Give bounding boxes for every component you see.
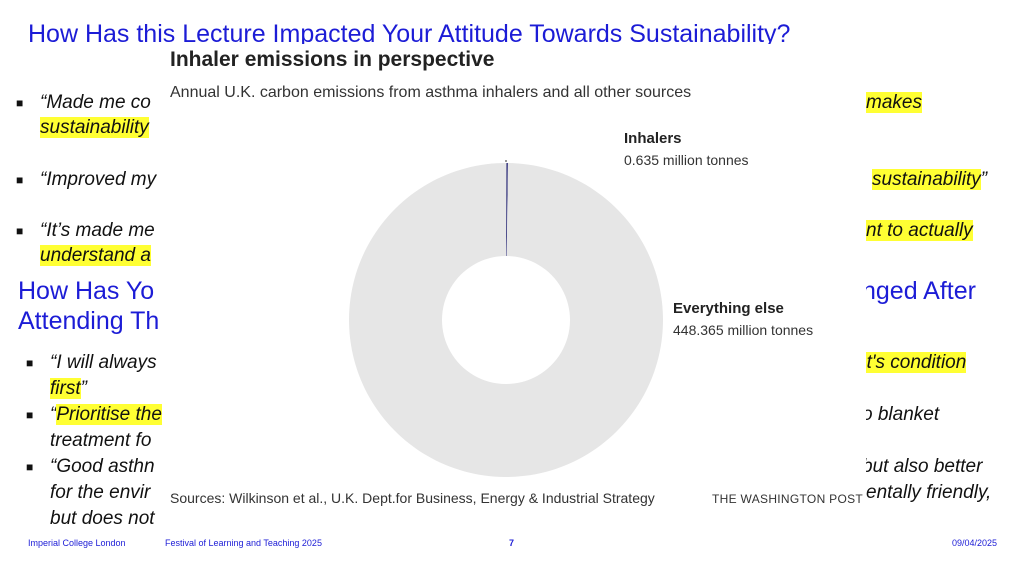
bullet-3-line2: understand a — [40, 243, 151, 269]
bullet-6-line2-text: for the envir — [50, 482, 151, 503]
bullet-4-line2-highlight: first — [50, 378, 81, 399]
bullet-6-line2-right-text: entally friendly, — [866, 482, 992, 503]
bullet-6-right-text: but also better — [862, 456, 983, 477]
bullet-4-line2: first” — [50, 376, 87, 402]
donut-chart — [349, 160, 663, 478]
bullet-6-line2: for the envir — [50, 480, 150, 506]
bullet-4-right: nt's condition — [856, 350, 967, 376]
bullet-marker: ■ — [16, 224, 24, 238]
bullet-6-line3-text: but does not — [50, 508, 155, 529]
bullet-marker: ■ — [26, 356, 34, 370]
bullet-1: ■ “Made me co — [16, 90, 151, 116]
bullet-3-highlight: nt to actually — [866, 220, 973, 241]
bullet-marker: ■ — [26, 408, 34, 422]
donut-slice-inhalers — [506, 163, 508, 257]
bullet-2-close-quote: ” — [980, 169, 988, 190]
bullet-4: ■ “I will always — [26, 350, 157, 376]
footer-page-number: 7 — [509, 538, 515, 548]
bullet-1-line2: sustainability — [40, 115, 149, 141]
bullet-1-text: “Made me co — [40, 92, 151, 113]
bullet-2-text: “Improved my — [40, 169, 157, 190]
bullet-6-line2-right: entally friendly, — [866, 480, 991, 506]
bullet-1-highlight: makes — [866, 92, 922, 113]
chart-subtitle: Annual U.K. carbon emissions from asthma… — [170, 84, 692, 101]
bullet-2-highlight: sustainability — [872, 169, 981, 190]
slice-label-inhalers: Inhalers — [624, 130, 682, 147]
bullet-5-right-text: o blanket — [862, 404, 940, 425]
footer-date: 09/04/2025 — [952, 538, 998, 548]
bullet-1-line2-highlight: sustainability — [40, 117, 149, 138]
bullet-marker: ■ — [16, 173, 24, 187]
title-bottom-line1: How Has Yo — [18, 277, 155, 305]
bullet-6-text: “Good asthn — [50, 456, 155, 477]
bullet-3-line2-highlight: understand a — [40, 245, 151, 266]
bullet-5-line2-text: treatment fo — [50, 430, 152, 451]
chart-title: Inhaler emissions in perspective — [170, 48, 495, 71]
chart-overlay: Inhaler emissions in perspective Annual … — [163, 44, 866, 524]
bullet-marker: ■ — [26, 460, 34, 474]
bullet-5-line2: treatment fo — [50, 428, 151, 454]
bullet-3: ■ “It’s made me — [16, 218, 155, 244]
bullet-2-right: sustainability” — [872, 167, 987, 193]
publisher-logo: THE WASHINGTON POST — [712, 492, 864, 506]
bullet-6-line3: but does not — [50, 506, 155, 532]
bullet-3-right: nt to actually — [866, 218, 973, 244]
title-bottom-line2: Attending Th — [18, 307, 160, 335]
bullet-3-text: “It’s made me — [40, 220, 155, 241]
bullet-6: ■ “Good asthn — [26, 454, 155, 480]
bullet-4-text: “I will always — [50, 352, 157, 373]
slice-label-everything-else: Everything else — [673, 300, 784, 317]
slice-value-inhalers: 0.635 million tonnes — [624, 152, 749, 168]
bullet-6-right: but also better — [862, 454, 982, 480]
bullet-5: ■ “Prioritise the — [26, 402, 162, 428]
title-bottom-right: nged After — [862, 277, 976, 305]
bullet-marker: ■ — [16, 96, 24, 110]
slide-title-bottom: How Has Yo Attending Th nged After — [18, 276, 1008, 336]
bullet-1-right: makes — [866, 90, 922, 116]
slide-title-top: How Has this Lecture Impacted Your Attit… — [28, 20, 791, 48]
bullet-2: ■ “Improved my — [16, 167, 157, 193]
footer-event: Festival of Learning and Teaching 2025 — [165, 538, 322, 548]
donut-slice-everything-else — [349, 163, 663, 478]
chart-sources: Sources: Wilkinson et al., U.K. Dept.for… — [170, 490, 655, 506]
bullet-5-open-quote: “ — [50, 404, 57, 425]
slice-value-everything-else: 448.365 million tonnes — [673, 322, 814, 338]
footer-org: Imperial College London — [28, 538, 126, 548]
bullet-4-close-quote: ” — [80, 378, 87, 399]
bullet-4-highlight: nt's condition — [856, 352, 967, 373]
bullet-5-right: o blanket — [862, 402, 939, 428]
bullet-5-highlight: Prioritise the — [56, 404, 162, 425]
